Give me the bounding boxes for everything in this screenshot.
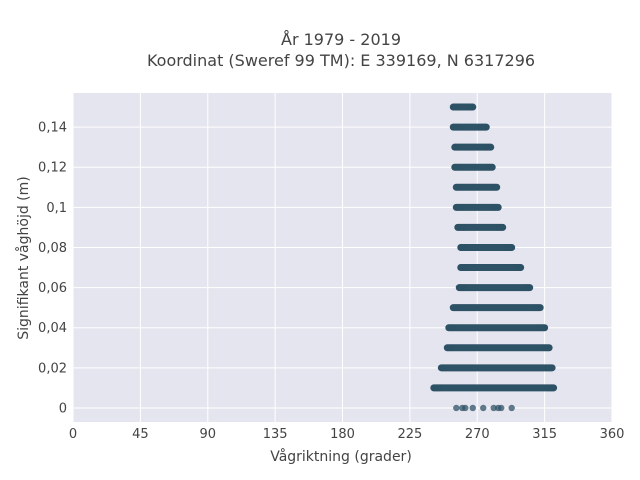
data-point [540,344,548,352]
data-point [457,204,465,211]
y-tick-label: 0,1 [46,201,67,216]
y-tick-label: 0,04 [38,321,67,336]
y-tick-label: 0,02 [38,361,67,376]
data-point [457,183,465,191]
x-tick-label: 180 [330,427,355,442]
y-tick-label: 0,08 [38,241,67,256]
data-point [443,364,450,372]
y-tick-label: 0 [59,401,67,416]
data-point [462,404,469,412]
data-point [531,304,539,311]
data-point [512,264,519,271]
data-point [498,404,505,412]
data-point [453,404,460,412]
data-point [503,244,510,251]
data-point [450,324,458,332]
x-tick-label: 0 [69,427,77,442]
data-point [454,123,462,131]
data-point [488,183,496,191]
data-point [449,344,456,352]
data-point [456,143,464,151]
chart-title-line-2: Koordinat (Sweref 99 TM): E 339169, N 63… [147,51,535,70]
data-point [464,103,472,111]
data-point [536,324,543,332]
data-point [490,404,497,412]
data-point [521,284,528,291]
data-point [462,264,470,271]
data-point [480,404,487,412]
x-tick-label: 360 [600,427,625,442]
data-point [454,103,462,111]
x-axis-title: Vågriktning (grader) [270,448,412,465]
data-point [459,224,467,231]
x-tick-label: 45 [132,427,149,442]
y-tick-label: 0,12 [38,161,67,176]
x-tick-label: 225 [397,427,422,442]
x-tick-label: 315 [532,427,557,442]
y-axis-title: Signifikant våghöjd (m) [15,176,32,339]
y-tick-label: 0,14 [38,121,67,136]
chart-title-line-1: År 1979 - 2019 [281,30,401,49]
data-point [508,404,515,412]
data-point [494,224,502,231]
y-tick-label: 0,06 [38,281,67,296]
data-point [482,143,490,151]
data-point [469,404,476,412]
x-axis-ticks: 0 45 90 135 180 225 270 315 360 [69,427,625,442]
data-point [462,244,470,251]
x-tick-label: 135 [263,427,288,442]
y-axis-ticks: 0 0,02 0,04 0,06 0,08 0,1 0,12 0,14 [38,121,67,417]
data-point [543,364,551,372]
data-point [456,163,464,171]
data-point [477,123,485,131]
x-tick-label: 270 [465,427,490,442]
data-point [460,284,468,291]
data-point [454,304,462,311]
data-point [545,384,552,392]
data-point [489,204,497,211]
data-point [435,384,443,392]
x-tick-label: 90 [199,427,216,442]
data-point [483,163,491,171]
data-points [430,103,558,412]
